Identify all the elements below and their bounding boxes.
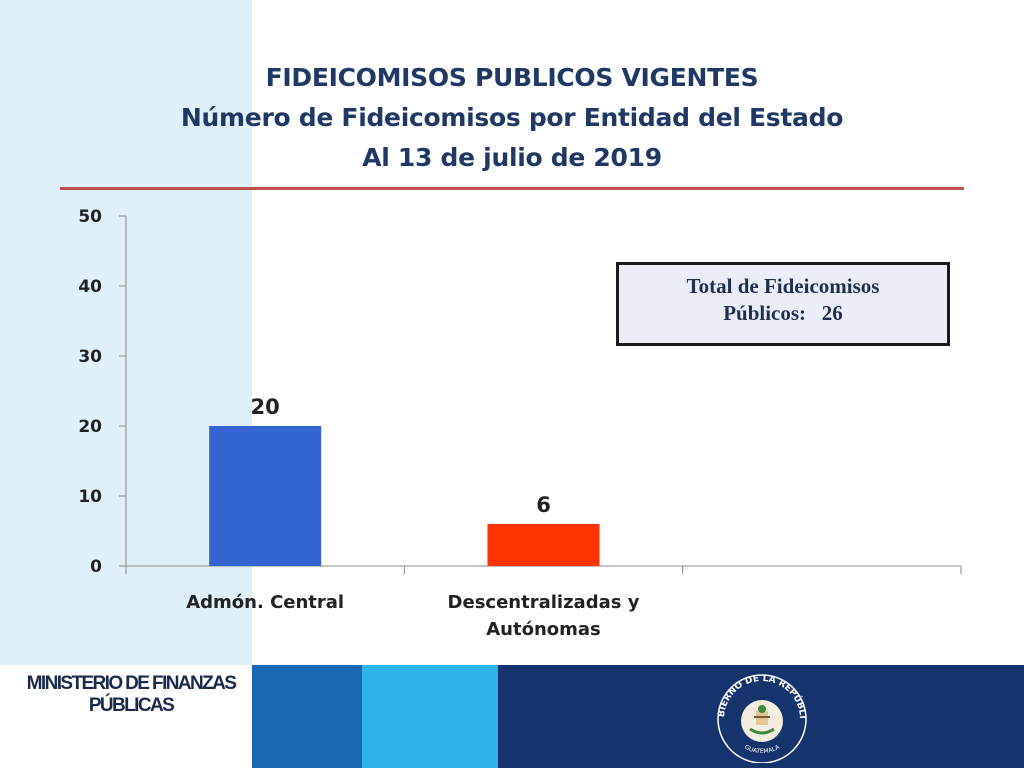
- chart-date: Al 13 de julio de 2019: [362, 143, 662, 172]
- footer-cyan-block: [362, 665, 498, 768]
- title-divider: [60, 187, 964, 190]
- bar-data-label: 6: [536, 493, 551, 517]
- svg-text:GUATEMALA: GUATEMALA: [743, 743, 781, 755]
- chart-title-block: FIDEICOMISOS PUBLICOS VIGENTES Número de…: [0, 58, 1024, 178]
- ministry-logo-text: MINISTERIO DE FINANZAS PÚBLICAS: [18, 673, 244, 717]
- bar-chart: 0 10 20 30 40 50 20 Admón. Central 6 Descentraliz…: [78, 207, 962, 640]
- chart-title: FIDEICOMISOS PUBLICOS VIGENTES: [265, 63, 759, 92]
- total-value: Públicos: 26: [723, 301, 843, 325]
- y-tick-label: 10: [78, 487, 102, 507]
- y-tick-label: 20: [78, 417, 102, 437]
- x-category-label: Autónomas: [486, 619, 601, 640]
- ministry-name-line2: PÚBLICAS: [88, 695, 175, 716]
- footer-bar: MINISTERIO DE FINANZAS PÚBLICAS GOBIERNO…: [0, 665, 1024, 768]
- bar: [209, 426, 322, 566]
- footer-blue-block: [252, 665, 362, 768]
- x-category-label: Admón. Central: [186, 592, 344, 613]
- y-tick-label: 30: [78, 347, 102, 367]
- y-tick-label: 50: [78, 207, 102, 227]
- ministry-name-line1: MINISTERIO DE FINANZAS: [26, 673, 237, 694]
- y-tick-label: 0: [90, 557, 102, 577]
- y-tick-label: 40: [78, 277, 102, 297]
- government-seal-icon: GOBIERNO DE LA REPÚBLICA GUATEMALA: [712, 671, 807, 763]
- bar: [487, 524, 600, 566]
- x-category-label: Descentralizadas y: [448, 592, 640, 613]
- chart-subtitle: Número de Fideicomisos por Entidad del E…: [180, 103, 844, 132]
- total-annotation-box: Total de Fideicomisos Públicos: 26: [616, 262, 950, 346]
- bar-data-label: 20: [251, 395, 280, 419]
- total-label: Total de Fideicomisos: [686, 274, 880, 298]
- footer-ministry-area: [0, 665, 252, 768]
